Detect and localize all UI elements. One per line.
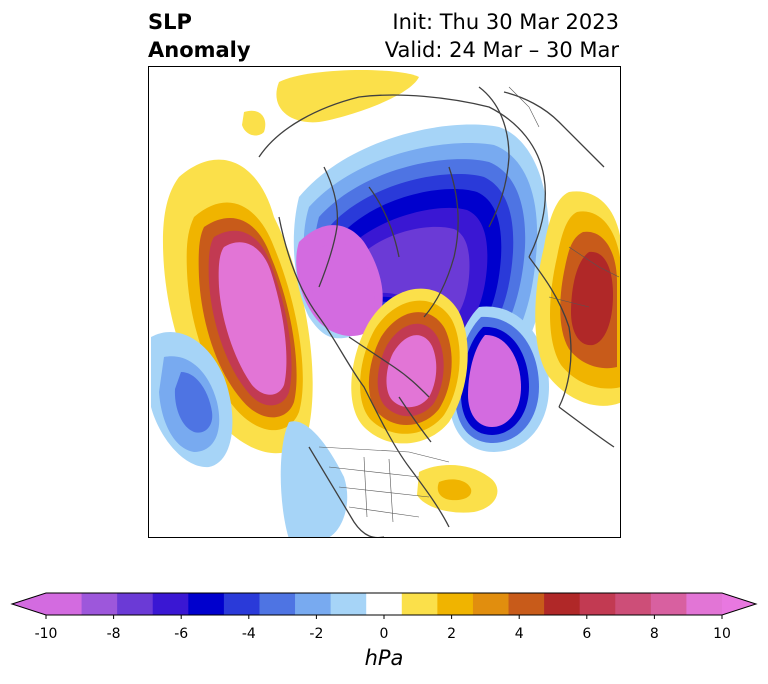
colorbar-cell xyxy=(46,593,82,615)
pacific-low-anomaly xyxy=(151,331,233,468)
colorbar-cell xyxy=(544,593,581,615)
colorbar-cell xyxy=(366,593,403,615)
arctic-high-anomaly xyxy=(351,288,468,444)
colorbar-cells xyxy=(46,593,723,615)
colorbar-cell xyxy=(579,593,616,615)
colorbar-cell xyxy=(650,593,687,615)
colorbar-tick-label: 2 xyxy=(447,626,457,642)
colorbar-cell xyxy=(188,593,225,615)
colorbar-cell xyxy=(295,593,332,615)
colorbar-cell xyxy=(330,593,367,615)
anomaly-map-svg xyxy=(151,70,620,537)
title-field-name: SLP xyxy=(148,10,192,34)
colorbar-tick-label: 10 xyxy=(713,626,731,642)
colorbar-tick-label: -10 xyxy=(34,626,58,642)
colorbar xyxy=(10,592,758,619)
polar-low-anomaly xyxy=(293,124,549,386)
atlantic-small-high xyxy=(417,465,498,513)
us-low-anomaly xyxy=(280,421,348,537)
colorbar-cell xyxy=(401,593,438,615)
colorbar-under-triangle xyxy=(12,593,46,615)
colorbar-cell xyxy=(686,593,723,615)
atlantic-low-anomaly xyxy=(449,306,549,452)
colorbar-tick-label: -6 xyxy=(174,626,189,642)
colorbar-cell xyxy=(615,593,652,615)
colorbar-tick-label: -2 xyxy=(309,626,324,642)
colorbar-tick-label: -4 xyxy=(241,626,256,642)
coastlines xyxy=(258,86,615,537)
valid-range-label: Valid: 24 Mar – 30 Mar xyxy=(384,38,619,62)
small-high-anomaly xyxy=(242,110,266,136)
colorbar-cell xyxy=(437,593,474,615)
top-high-anomaly xyxy=(276,70,419,123)
title-field-type: Anomaly xyxy=(148,38,251,62)
title-left: SLP Anomaly xyxy=(148,8,251,64)
colorbar-cell xyxy=(81,593,118,615)
colorbar-cell xyxy=(223,593,260,615)
europe-high-anomaly xyxy=(535,191,620,406)
colorbar-tick-label: -8 xyxy=(106,626,121,642)
colorbar-cell xyxy=(508,593,545,615)
colorbar-tick-label: 8 xyxy=(649,626,659,642)
colorbar-cell xyxy=(117,593,154,615)
colorbar-cell xyxy=(259,593,296,615)
borders xyxy=(318,86,620,523)
colorbar-tick-label: 0 xyxy=(379,626,389,642)
title-right: Init: Thu 30 Mar 2023 Valid: 24 Mar – 30… xyxy=(385,8,619,64)
colorbar-tick-label: 4 xyxy=(514,626,524,642)
colorbar-cell xyxy=(472,593,509,615)
colorbar-tick-label: 6 xyxy=(582,626,592,642)
colorbar-over-triangle xyxy=(722,593,756,615)
colorbar-unit-label: hPa xyxy=(364,646,404,670)
colorbar-cell xyxy=(152,593,189,615)
anomaly-map xyxy=(148,66,621,538)
init-time-label: Init: Thu 30 Mar 2023 xyxy=(392,10,619,34)
